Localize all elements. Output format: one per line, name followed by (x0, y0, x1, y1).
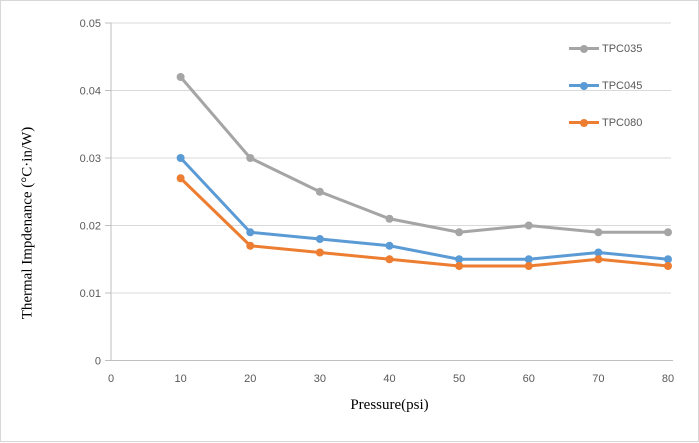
series-marker-TPC035 (455, 228, 464, 237)
series-marker-TPC045 (176, 154, 185, 162)
series-marker-TPC080 (246, 241, 255, 250)
series-marker-TPC080 (315, 248, 324, 257)
series-marker-TPC035 (315, 187, 324, 196)
legend-marker-icon (569, 81, 599, 90)
series-marker-TPC035 (385, 214, 394, 223)
x-tick-label: 80 (662, 373, 674, 385)
series-marker-TPC045 (315, 235, 324, 243)
y-tick-label: 0.03 (80, 153, 101, 165)
legend-item-TPC080: TPC080 (569, 111, 642, 134)
series-line-TPC080 (179, 176, 670, 268)
y-tick-label: 0.04 (80, 86, 101, 98)
series-marker-TPC080 (594, 255, 603, 264)
series-marker-TPC080 (664, 262, 672, 270)
legend-dot-icon (580, 44, 588, 53)
x-tick-label: 70 (592, 373, 604, 385)
series-marker-TPC035 (176, 73, 185, 81)
legend-label: TPC035 (602, 42, 643, 55)
series-marker-TPC035 (524, 221, 533, 230)
series-marker-TPC080 (385, 255, 394, 264)
y-tick-label: 0.05 (80, 18, 101, 30)
legend-label: TPC080 (602, 116, 643, 129)
x-tick-label: 40 (383, 373, 395, 385)
legend-marker-icon (569, 118, 599, 127)
y-tick-label: 0 (95, 356, 101, 368)
x-axis-title: Pressure(psi) (350, 397, 429, 413)
series-marker-TPC080 (455, 262, 464, 270)
series-marker-TPC080 (176, 174, 185, 183)
legend: TPC035 TPC045 TPC080 (569, 37, 642, 148)
series-line-TPC045 (179, 156, 670, 261)
series-marker-TPC045 (524, 255, 533, 264)
x-tick-label: 30 (314, 373, 326, 385)
y-axis-title: Thermal Impdenance (°C·in/W) (19, 126, 36, 320)
y-tick-label: 0.02 (80, 221, 101, 233)
legend-item-TPC045: TPC045 (569, 74, 642, 97)
x-tick-label: 20 (244, 373, 256, 385)
x-tick-label: 50 (453, 373, 465, 385)
legend-label: TPC045 (602, 79, 643, 92)
legend-dot-icon (580, 81, 588, 90)
series-marker-TPC035 (246, 154, 255, 162)
x-tick-label: 0 (108, 373, 114, 385)
series-marker-TPC035 (594, 228, 603, 237)
series-marker-TPC045 (664, 255, 672, 264)
series-marker-TPC045 (455, 255, 464, 264)
series-marker-TPC080 (524, 262, 533, 270)
series-marker-TPC035 (664, 228, 672, 237)
legend-marker-icon (569, 44, 599, 53)
legend-item-TPC035: TPC035 (569, 37, 642, 60)
series-marker-TPC045 (385, 241, 394, 250)
series-marker-TPC045 (246, 228, 255, 237)
x-tick-label: 60 (523, 373, 535, 385)
series-marker-TPC045 (594, 248, 603, 257)
legend-dot-icon (580, 118, 588, 127)
y-tick-label: 0.01 (80, 288, 101, 300)
series-line-TPC035 (179, 75, 670, 234)
x-tick-label: 10 (175, 373, 187, 385)
